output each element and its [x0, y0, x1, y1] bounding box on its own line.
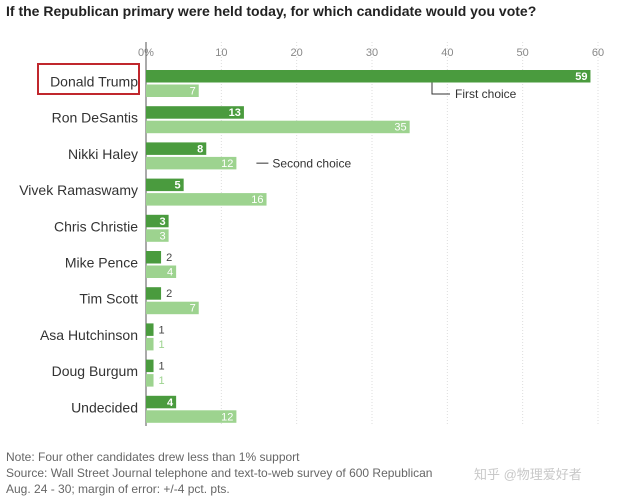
highlight-box	[37, 63, 140, 95]
watermark: 知乎 @物理爱好者	[474, 467, 582, 482]
value-label-first-choice: 2	[166, 252, 172, 264]
value-label-first-choice: 3	[159, 216, 165, 228]
bar-second-choice	[146, 229, 169, 242]
category-label: Asa Hutchinson	[40, 327, 138, 343]
category-label: Chris Christie	[54, 218, 138, 234]
value-label-second-choice: 7	[190, 303, 196, 315]
footnote-dates: Aug. 24 - 30; margin of error: +/-4 pct.…	[6, 482, 230, 496]
footnotes: Note: Four other candidates drew less th…	[6, 449, 432, 497]
x-tick-label: 20	[291, 47, 303, 59]
value-label-second-choice: 12	[221, 158, 233, 170]
first-choice-leader-line	[431, 82, 450, 95]
category-label: Vivek Ramaswamy	[19, 182, 138, 198]
value-label-second-choice: 4	[167, 267, 173, 279]
bar-first-choice	[146, 287, 162, 300]
bar-second-choice	[146, 120, 410, 134]
value-label-first-choice: 4	[167, 397, 174, 409]
value-label-first-choice: 5	[175, 180, 181, 192]
footnote-note: Note: Four other candidates drew less th…	[6, 450, 300, 464]
value-label-second-choice: 1	[159, 375, 165, 387]
bar-second-choice	[146, 156, 237, 170]
category-label: Nikki Haley	[68, 146, 138, 162]
bar-first-choice	[146, 106, 244, 119]
bar-first-choice	[146, 359, 154, 373]
x-tick-label: 60	[592, 47, 604, 59]
value-label-second-choice: 12	[221, 411, 233, 423]
bar-first-choice	[146, 395, 177, 409]
category-label: Mike Pence	[65, 255, 138, 271]
chart-title: If the Republican primary were held toda…	[6, 3, 537, 19]
category-label: Undecided	[71, 399, 138, 415]
bar-first-choice	[146, 70, 591, 83]
bar-second-choice	[146, 193, 267, 206]
second-choice-annotation: Second choice	[272, 156, 351, 170]
x-tick-label: 10	[215, 47, 227, 59]
bar-second-choice	[146, 84, 199, 97]
value-label-first-choice: 59	[575, 71, 587, 83]
value-label-second-choice: 7	[190, 86, 196, 98]
value-label-second-choice: 35	[394, 122, 406, 134]
bar-first-choice	[146, 251, 162, 264]
value-label-first-choice: 8	[197, 143, 203, 155]
bar-first-choice	[146, 323, 154, 336]
first-choice-annotation: First choice	[455, 87, 517, 101]
category-label: Doug Burgum	[52, 363, 138, 379]
bar-first-choice	[146, 178, 184, 192]
bar-second-choice	[146, 265, 177, 278]
bar-first-choice	[146, 214, 169, 228]
value-label-second-choice: 1	[159, 339, 165, 351]
value-label-second-choice: 3	[159, 230, 165, 242]
value-label-first-choice: 1	[159, 361, 165, 373]
bar-second-choice	[146, 410, 237, 423]
category-label: Tim Scott	[79, 291, 138, 307]
value-label-first-choice: 1	[159, 324, 165, 336]
value-label-first-choice: 2	[166, 288, 172, 300]
x-tick-label: 50	[517, 47, 529, 59]
x-tick-label: 30	[366, 47, 378, 59]
category-label: Donald Trump	[50, 74, 138, 90]
value-label-second-choice: 16	[251, 194, 263, 206]
value-label-first-choice: 13	[229, 107, 241, 119]
x-tick-label: 40	[441, 47, 453, 59]
x-tick-label: 0%	[138, 47, 154, 59]
category-label: Ron DeSantis	[52, 110, 138, 126]
bar-first-choice	[146, 142, 207, 155]
bar-second-choice	[146, 301, 199, 315]
bar-second-choice	[146, 374, 154, 387]
footnote-source: Source: Wall Street Journal telephone an…	[6, 466, 433, 480]
bar-second-choice	[146, 337, 154, 351]
bar-chart: 0% 10 20 30 40 50 60 Donald Trump 59 7 Ron DeSanti…	[19, 42, 604, 426]
